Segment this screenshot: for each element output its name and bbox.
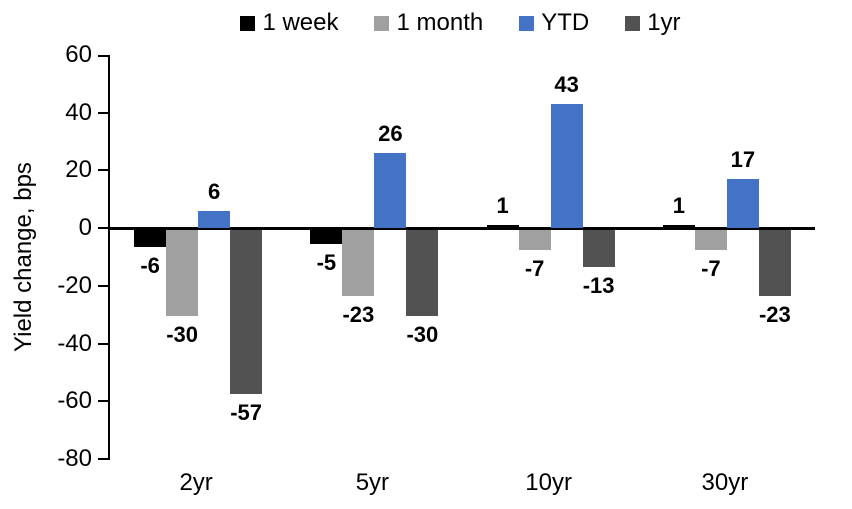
data-label-YTD-5yr: 26 xyxy=(378,121,403,147)
data-label-1yr-2yr: -57 xyxy=(230,400,263,426)
data-label-YTD-30yr: 17 xyxy=(730,147,756,173)
y-tick-mark xyxy=(98,111,110,114)
bar-YTD-2yr xyxy=(198,210,231,229)
y-tick-label-60: 60 xyxy=(65,41,92,68)
bar-1yr-10yr xyxy=(582,229,615,268)
legend-swatch-icon xyxy=(240,15,256,31)
legend-item-YTD: YTD xyxy=(519,9,589,37)
data-label-1-week-5yr: -5 xyxy=(316,250,337,276)
legend-swatch-icon xyxy=(519,15,535,31)
y-tick-mark xyxy=(98,400,110,403)
legend-label: 1 month xyxy=(396,9,484,36)
legend-swatch-icon xyxy=(625,15,641,31)
x-axis-label-5yr: 5yr xyxy=(355,469,390,496)
y-tick-label-0: 0 xyxy=(78,214,92,242)
y-tick-mark xyxy=(98,227,110,230)
y-tick-mark xyxy=(98,55,110,57)
zero-axis-line xyxy=(108,226,815,230)
y-tick-mark xyxy=(98,342,110,345)
data-label-1-week-10yr: 1 xyxy=(496,193,509,219)
y-tick-mark xyxy=(98,458,110,460)
bar-1yr-5yr xyxy=(406,229,439,317)
data-label-1-month-10yr: -7 xyxy=(524,255,545,281)
x-axis-label-10yr: 10yr xyxy=(525,469,572,496)
data-label-1yr-30yr: -23 xyxy=(758,302,791,327)
bar-1yr-30yr xyxy=(758,229,791,296)
bar-1-month-5yr xyxy=(342,229,375,296)
data-label-1-month-5yr: -23 xyxy=(342,302,375,327)
legend-item-1-week: 1 week xyxy=(240,9,338,37)
bar-1-month-2yr xyxy=(166,229,199,317)
bar-YTD-30yr xyxy=(726,179,759,229)
data-label-YTD-2yr: 6 xyxy=(208,178,221,204)
data-label-1-month-30yr: -7 xyxy=(701,255,721,281)
bar-1-month-10yr xyxy=(518,229,551,250)
y-tick-mark xyxy=(98,284,110,287)
plot-area: 60 40 20 0 -20 -40 -60 -80 -6 -5 1 1 -30 -23 -7 -7 6 26 43… xyxy=(57,41,815,472)
bar-YTD-10yr xyxy=(550,104,583,229)
bar-1-week-30yr xyxy=(662,225,695,229)
chart-legend: 1 week 1 month YTD 1yr xyxy=(108,6,813,40)
x-axis-label-30yr: 30yr xyxy=(701,469,749,496)
y-tick-label-40: 40 xyxy=(65,98,92,126)
bar-1yr-2yr xyxy=(230,229,263,395)
y-tick-label--20: -20 xyxy=(57,271,92,299)
legend-item-1-month: 1 month xyxy=(374,9,483,37)
legend-item-1yr: 1yr xyxy=(625,9,681,37)
y-tick-mark xyxy=(98,169,110,172)
bar-1-week-5yr xyxy=(310,229,343,245)
legend-swatch-icon xyxy=(374,15,390,31)
bar-YTD-5yr xyxy=(374,153,407,229)
data-label-1-month-2yr: -30 xyxy=(166,322,199,348)
bar-1-month-30yr xyxy=(694,229,727,250)
y-tick-label--40: -40 xyxy=(57,329,92,357)
legend-label: 1yr xyxy=(647,9,681,36)
x-axis-label-2yr: 2yr xyxy=(179,469,213,496)
bar-1-week-2yr xyxy=(134,229,167,247)
y-axis-title: Yield change, bps xyxy=(10,162,37,352)
bar-1-week-10yr xyxy=(486,225,519,229)
legend-label: 1 week xyxy=(262,9,339,36)
y-tick-label-20: 20 xyxy=(65,156,92,184)
data-label-1-week-30yr: 1 xyxy=(672,193,685,219)
y-tick-label--60: -60 xyxy=(57,387,92,415)
y-tick-label--80: -80 xyxy=(57,445,92,472)
data-label-1yr-5yr: -30 xyxy=(406,322,439,348)
legend-label: YTD xyxy=(541,9,590,36)
data-label-1-week-2yr: -6 xyxy=(140,252,160,278)
data-label-YTD-10yr: 43 xyxy=(554,72,579,98)
data-label-1yr-10yr: -13 xyxy=(582,273,615,299)
